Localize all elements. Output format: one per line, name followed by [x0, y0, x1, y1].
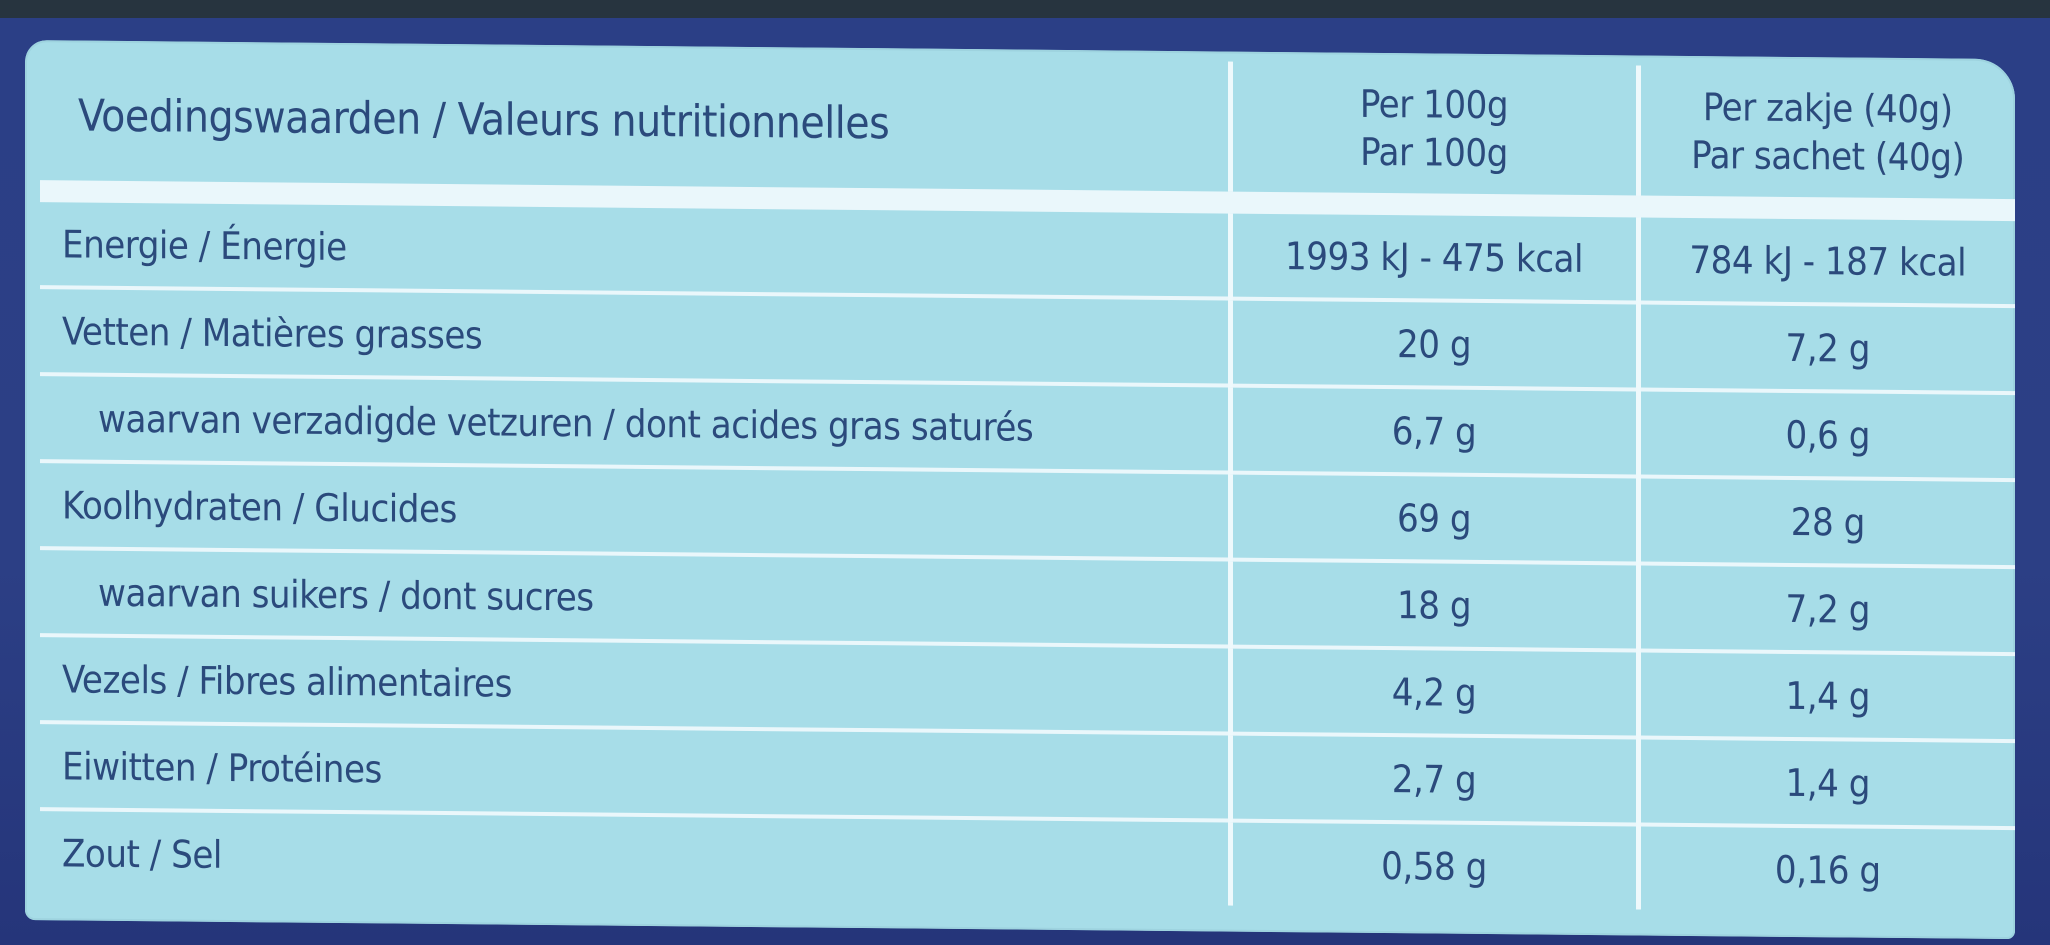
value-per-100g: 4,2 g — [1230, 646, 1638, 738]
column-header-per-100g-nl: Per 100g — [1359, 81, 1509, 128]
column-header-per-bag-nl: Per zakje (40g) — [1702, 85, 1953, 132]
value-per-bag: 0,16 g — [1638, 824, 2015, 914]
value-per-100g: 1993 kJ - 475 kcal — [1230, 202, 1638, 303]
column-header-per-bag: Per zakje (40g) Par sachet (40g) — [1638, 65, 2015, 210]
nutrient-label: Vetten / Matières grasses — [40, 287, 1230, 386]
column-header-per-100g: Per 100g Par 100g — [1230, 61, 1638, 207]
value-per-100g: 20 g — [1230, 298, 1638, 390]
column-header-per-bag-fr: Par sachet (40g) — [1691, 132, 1965, 180]
nutrient-label: Eiwitten / Protéines — [40, 722, 1230, 821]
table-row: Energie / Énergie 1993 kJ - 475 kcal 784 k… — [40, 191, 2015, 307]
value-per-100g: 69 g — [1230, 472, 1638, 564]
table-header-row: Voedingswaarden / Valeurs nutritionnelle… — [40, 50, 2015, 210]
value-per-100g: 6,7 g — [1230, 385, 1638, 477]
value-per-bag: 1,4 g — [1638, 650, 2015, 742]
nutrient-label: Energie / Énergie — [40, 191, 1230, 299]
value-per-bag: 784 kJ - 187 kcal — [1638, 206, 2015, 307]
nutrient-label: waarvan verzadigde vetzuren / dont acide… — [40, 374, 1230, 473]
nutrition-table: Voedingswaarden / Valeurs nutritionnelle… — [40, 50, 2015, 914]
nutrient-label: waarvan suikers / dont sucres — [40, 548, 1230, 647]
value-per-100g: 0,58 g — [1230, 820, 1638, 910]
value-per-100g: 2,7 g — [1230, 733, 1638, 825]
nutrient-label: Vezels / Fibres alimentaires — [40, 635, 1230, 734]
value-per-bag: 0,6 g — [1638, 389, 2015, 481]
table-row: Zout / Sel 0,58 g 0,16 g — [40, 809, 2015, 914]
nutrient-label: Zout / Sel — [40, 809, 1230, 906]
column-header-per-100g-fr: Par 100g — [1360, 129, 1508, 176]
table-title: Voedingswaarden / Valeurs nutritionnelle… — [78, 90, 890, 149]
value-per-bag: 28 g — [1638, 476, 2015, 568]
package-top-edge — [0, 0, 2050, 18]
value-per-bag: 7,2 g — [1638, 563, 2015, 655]
value-per-100g: 18 g — [1230, 559, 1638, 651]
nutrition-panel: Voedingswaarden / Valeurs nutritionnelle… — [25, 40, 2015, 940]
nutrient-label: Koolhydraten / Glucides — [40, 461, 1230, 560]
value-per-bag: 1,4 g — [1638, 737, 2015, 829]
value-per-bag: 7,2 g — [1638, 302, 2015, 394]
